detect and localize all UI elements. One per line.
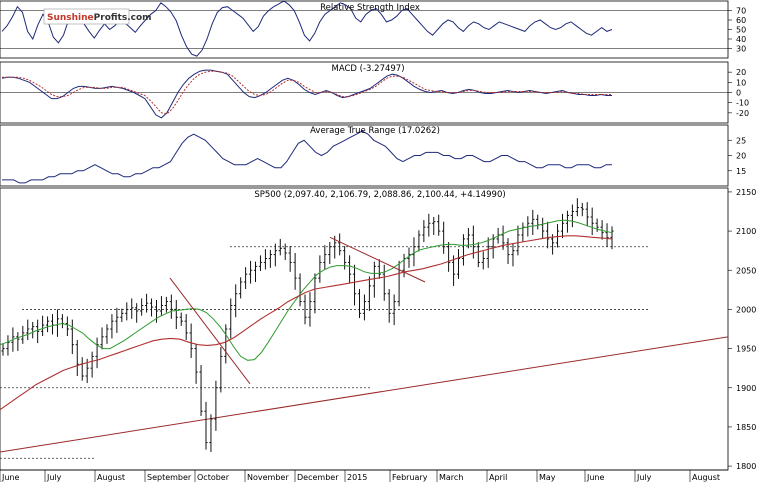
- x-month-label: September: [147, 473, 192, 482]
- logo-text-sunshine: Sunshine: [47, 13, 94, 23]
- price-y-tick-label: 1950: [736, 345, 756, 354]
- x-month-label: May: [539, 473, 556, 482]
- x-month-label: July: [636, 473, 652, 482]
- macd-title: MACD (-3.27497): [331, 64, 404, 74]
- atr-title: Average True Range (17.0262): [310, 126, 440, 136]
- price-y-tick-label: 1850: [736, 423, 756, 432]
- price-y-tick-label: 2050: [736, 266, 756, 275]
- moving-average-long-line: [0, 235, 613, 411]
- atr-y-tick-label: 25: [736, 136, 746, 145]
- price-y-tick-label: 2000: [736, 305, 756, 314]
- x-month-label: March: [439, 473, 463, 482]
- svg-text:SunshineProfits.com: SunshineProfits.com: [47, 13, 152, 23]
- rsi-y-tick-label: 40: [736, 35, 746, 44]
- logo-text-profits: Profits: [94, 13, 128, 23]
- macd-y-tick-label: -20: [736, 109, 749, 118]
- x-month-label: December: [297, 473, 339, 482]
- rsi-y-tick-label: 50: [736, 26, 746, 35]
- sunshine-profits-logo: SunshineProfits.com: [43, 8, 152, 25]
- x-month-label: April: [489, 473, 507, 482]
- atr-line: [2, 130, 612, 184]
- rsi-y-tick-label: 70: [736, 7, 746, 16]
- moving-average-short-line: [0, 219, 613, 361]
- atr-y-tick-label: 20: [736, 152, 746, 161]
- declining-trend-line: [329, 236, 426, 283]
- declining-trend-line: [169, 277, 251, 385]
- x-month-label: August: [692, 473, 720, 482]
- rsi-y-tick-label: 30: [736, 45, 746, 54]
- x-month-label: October: [197, 473, 230, 482]
- macd-y-tick-label: 10: [736, 78, 746, 87]
- long-term-trend-line: [0, 336, 729, 453]
- rsi-title: Relative Strength Index: [320, 3, 420, 13]
- logo-text-domain: .com: [127, 13, 151, 23]
- rsi-y-tick-label: 60: [736, 16, 746, 25]
- x-month-label: July: [46, 473, 62, 482]
- macd-signal-line: [2, 70, 612, 115]
- x-month-label: August: [97, 473, 125, 482]
- price-y-tick-label: 1800: [736, 462, 756, 471]
- atr-y-tick-label: 15: [736, 167, 746, 176]
- x-month-label: November: [247, 473, 289, 482]
- macd-y-tick-label: 20: [736, 68, 746, 77]
- macd-y-tick-label: -10: [736, 99, 749, 108]
- x-month-label: February: [392, 473, 428, 482]
- price-y-tick-label: 2100: [736, 227, 756, 236]
- x-month-label: June: [1, 473, 20, 482]
- price-y-tick-label: 1900: [736, 384, 756, 393]
- price-y-tick-label: 2150: [736, 188, 756, 197]
- rsi-line: [1, 0, 613, 57]
- sp500-title: SP500 (2,097.40, 2,106.79, 2,088.86, 2,1…: [254, 190, 505, 200]
- x-month-label: 2015: [347, 473, 367, 482]
- x-month-label: June: [586, 473, 605, 482]
- macd-y-tick-label: 0: [736, 89, 741, 98]
